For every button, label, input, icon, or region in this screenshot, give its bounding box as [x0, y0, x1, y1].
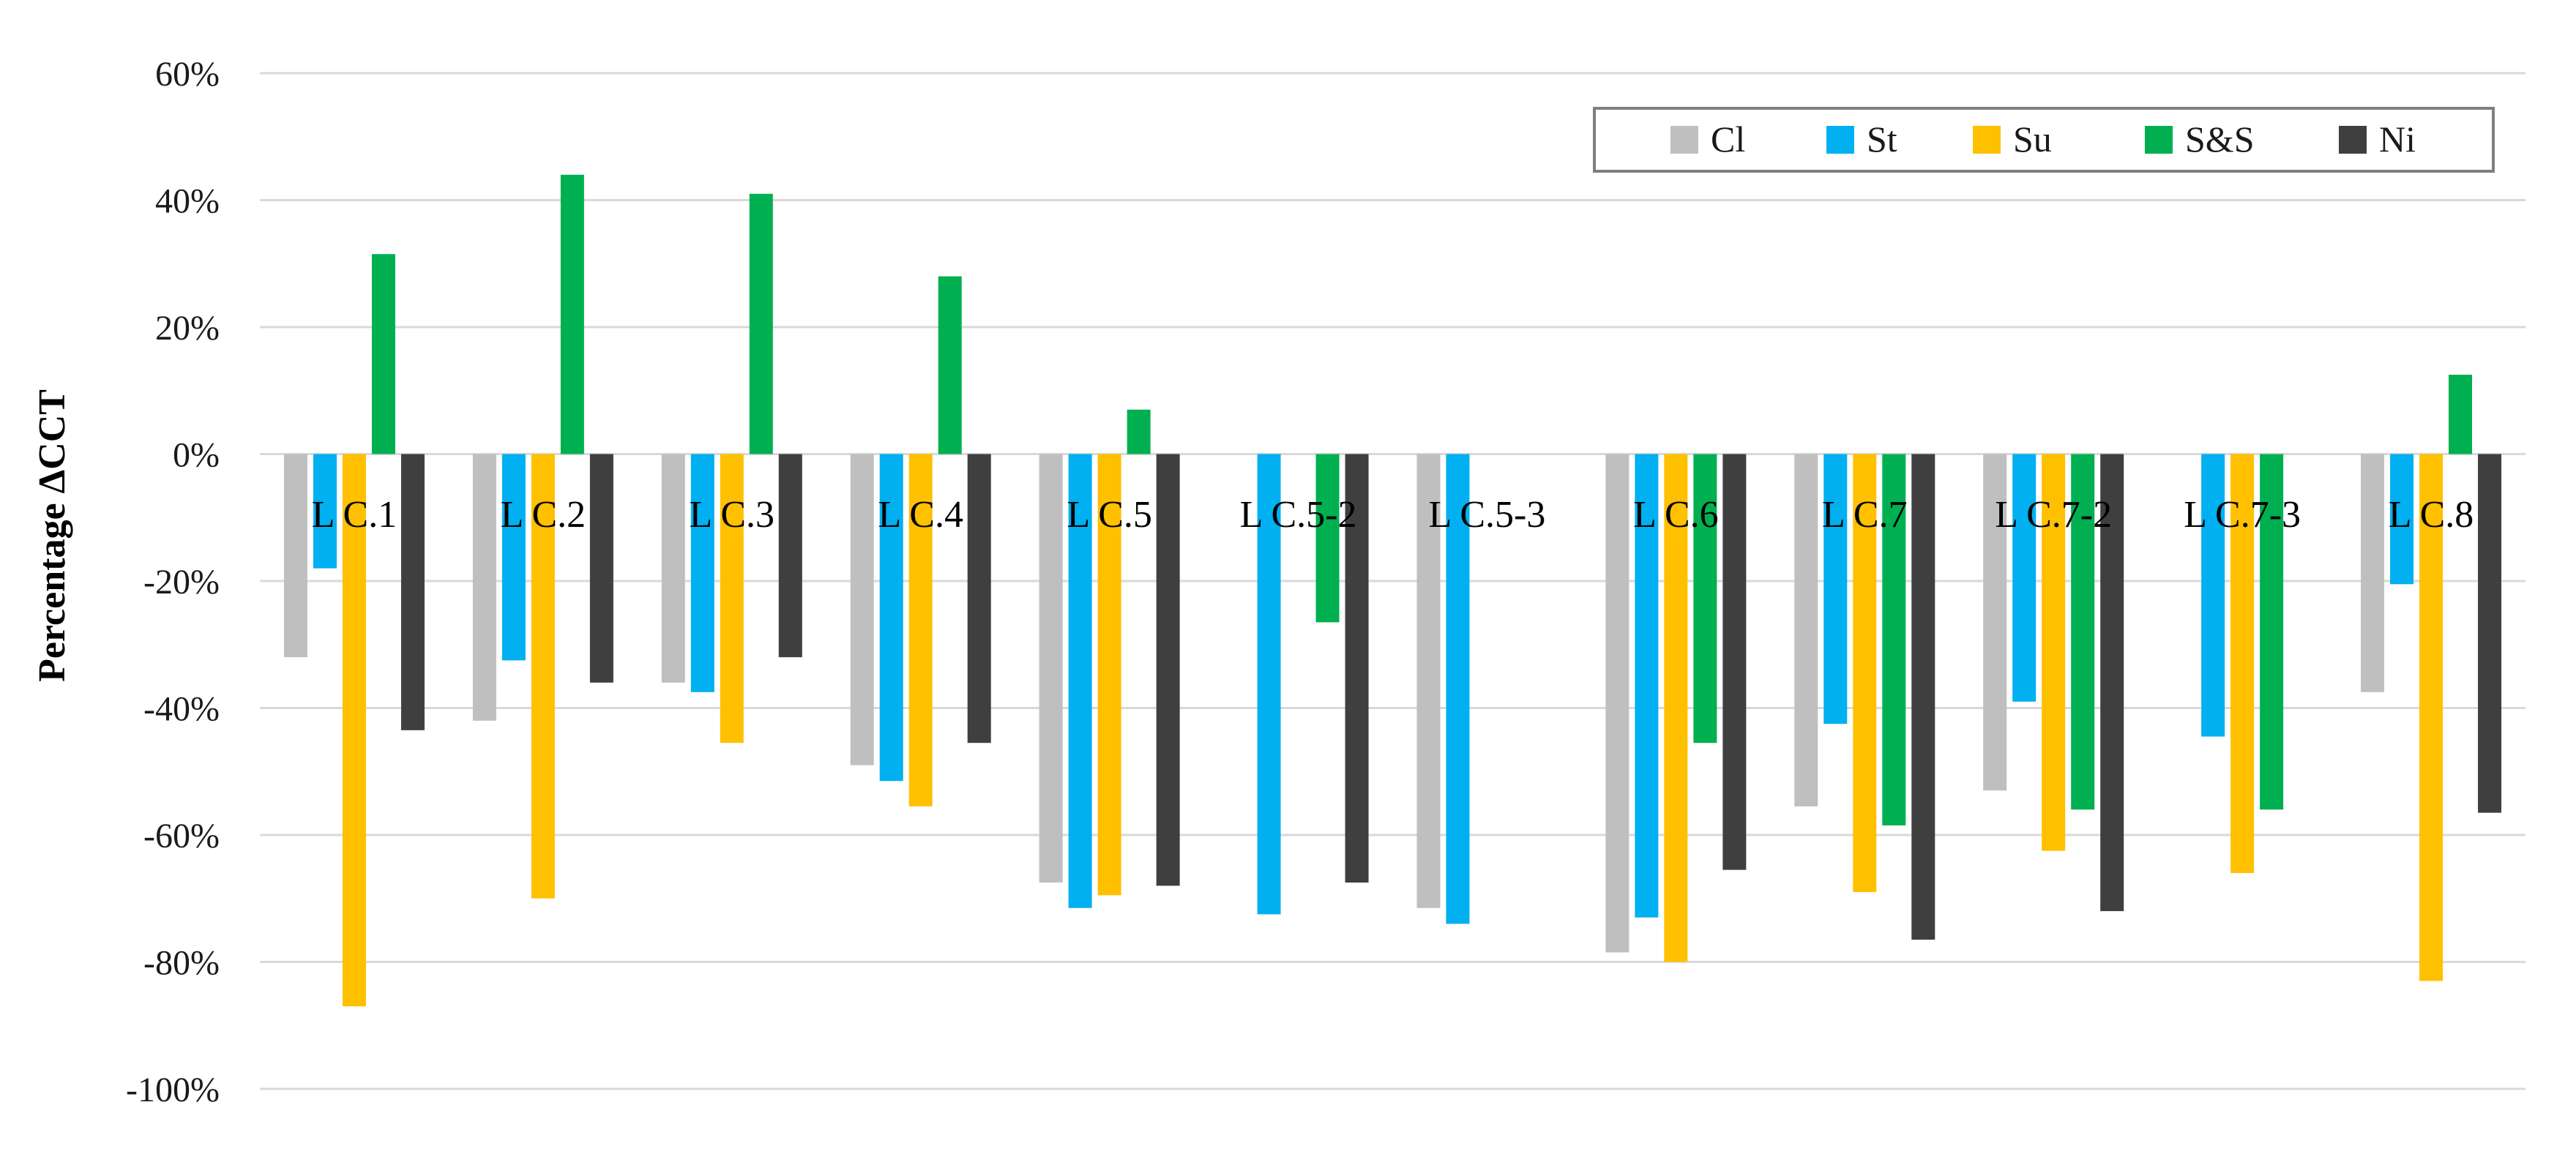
bar: [1127, 409, 1151, 454]
category-label: L C.6: [1633, 494, 1719, 536]
bar: [850, 454, 874, 765]
bar: [1983, 454, 2007, 791]
bar: [400, 454, 425, 730]
bar: [2071, 454, 2095, 810]
y-tick-label: -100%: [126, 1071, 220, 1109]
bar: [1911, 454, 1935, 940]
bar: [2260, 454, 2284, 810]
bar: [778, 454, 802, 658]
bar: [1882, 454, 1906, 825]
bar: [1853, 454, 1877, 893]
category-label: L C.1: [312, 494, 397, 536]
bar: [2042, 454, 2066, 851]
bar: [1097, 454, 1121, 896]
bar: [720, 454, 744, 743]
category-label: L C.8: [2389, 494, 2474, 536]
category-label: L C.3: [690, 494, 775, 536]
y-axis-ticks: 60% 40% 20% 0% -20% -40% -60% -80% -100%: [126, 55, 220, 1109]
bar: [1446, 454, 1470, 924]
legend-swatch: [2339, 126, 2367, 154]
bar: [1823, 454, 1848, 724]
y-tick-label: -20%: [143, 563, 220, 602]
y-axis-title: Percentage ΔCCT: [31, 389, 73, 682]
bar: [2478, 454, 2502, 813]
legend-label: Cl: [1711, 119, 1745, 160]
bar: [1039, 454, 1063, 883]
legend-swatch: [1826, 126, 1854, 154]
y-tick-label: 0%: [173, 436, 220, 475]
legend: Cl St Su S&S Ni: [1593, 107, 2495, 173]
bar: [342, 454, 366, 1007]
bar: [313, 454, 337, 569]
bar: [1416, 454, 1441, 908]
category-label: L C.7-2: [1995, 494, 2112, 536]
category-label: L C.7: [1822, 494, 1908, 536]
bar: [1345, 454, 1369, 883]
legend-label: St: [1867, 119, 1897, 160]
bar: [472, 454, 496, 721]
bar: [690, 454, 714, 692]
legend-label: Ni: [2379, 119, 2416, 160]
bar: [1315, 454, 1340, 623]
bar: [749, 193, 773, 454]
bar: [1722, 454, 1747, 870]
bar: [1664, 454, 1688, 962]
y-tick-label: -60%: [143, 817, 220, 855]
category-label: L C.2: [501, 494, 586, 536]
bar: [371, 254, 395, 454]
bar: [967, 454, 991, 743]
bar: [501, 454, 526, 661]
bar: [938, 276, 962, 454]
y-tick-label: -40%: [143, 690, 220, 729]
bar: [1635, 454, 1659, 918]
bar: [560, 174, 584, 454]
bar: [2419, 454, 2444, 981]
legend-swatch: [2145, 126, 2173, 154]
y-tick-label: -80%: [143, 944, 220, 983]
bar: [1156, 454, 1180, 886]
bar: [2201, 454, 2225, 737]
y-tick-label: 40%: [155, 182, 220, 221]
bar: [1068, 454, 1092, 908]
legend-swatch: [1670, 126, 1698, 154]
y-tick-label: 20%: [155, 309, 220, 348]
bar: [2449, 375, 2473, 454]
bar: [2230, 454, 2255, 874]
bar: [879, 454, 903, 782]
y-tick-label: 60%: [155, 55, 220, 94]
bars: [283, 174, 2502, 1007]
bar: [1257, 454, 1281, 915]
bar: [1605, 454, 1629, 953]
category-label: L C.5: [1067, 494, 1152, 536]
bar: [2390, 454, 2414, 585]
bar: [2361, 454, 2385, 692]
category-label: L C.5-2: [1240, 494, 1357, 536]
bar: [2012, 454, 2036, 702]
gridlines: [260, 72, 2525, 1090]
category-label: L C.4: [878, 494, 963, 536]
bar: [589, 454, 613, 683]
legend-swatch: [1973, 126, 2001, 154]
bar: [908, 454, 933, 806]
bar: [283, 454, 307, 658]
category-label: L C.5-3: [1429, 494, 1546, 536]
category-label: L C.7-3: [2184, 494, 2301, 536]
bar: [661, 454, 685, 683]
bar: [531, 454, 555, 899]
legend-label: S&S: [2185, 119, 2255, 160]
category-labels: L C.1 L C.2 L C.3 L C.4 L C.5 L C.5-2 L C.5-3 L…: [312, 494, 2474, 536]
bar: [1693, 454, 1717, 743]
bar: [1794, 454, 1818, 806]
bar: [2100, 454, 2124, 912]
legend-label: Su: [2013, 119, 2052, 160]
